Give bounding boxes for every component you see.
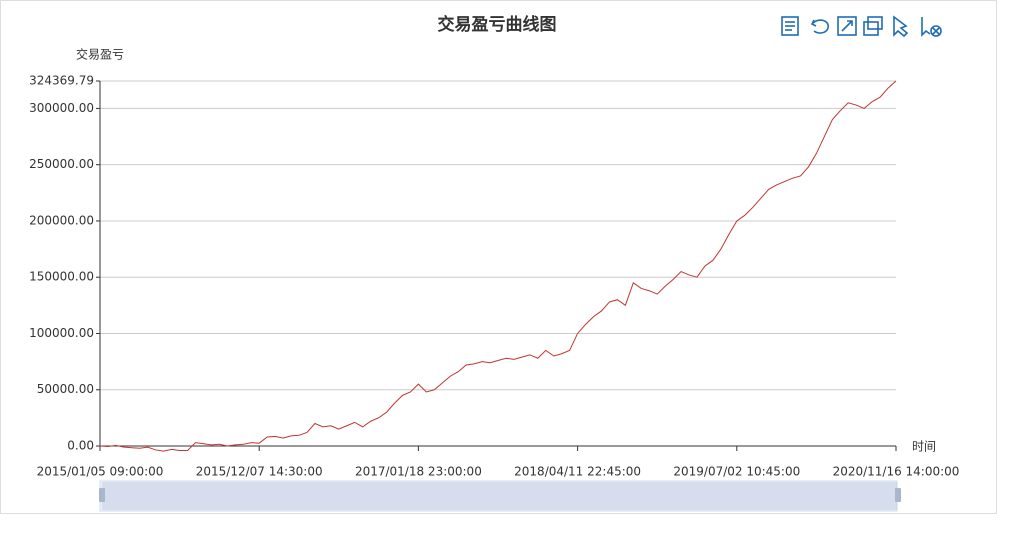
y-tick-label: 200000.00 (29, 213, 94, 227)
data-view-button[interactable] (781, 16, 799, 36)
y-tick-label: 250000.00 (29, 157, 94, 171)
y-tick-label: 300000.00 (29, 101, 94, 115)
zoom-back-button[interactable] (863, 16, 883, 36)
x-axis-label: 时间 (912, 440, 936, 454)
data-zoom-handle[interactable] (99, 488, 105, 502)
y-tick-label: 0.00 (67, 439, 94, 453)
line-series (99, 80, 897, 452)
chart-title: 交易盈亏曲线图 (438, 14, 557, 35)
y-tick-label: 324369.79 (29, 74, 94, 88)
data-zoom-handle[interactable] (895, 488, 901, 502)
select-button[interactable] (893, 15, 909, 38)
x-tick-label: 2015/12/07 14:30:00 (196, 465, 323, 479)
y-tick-label: 100000.00 (29, 326, 94, 340)
frame (0, 0, 997, 514)
data-zoom (99, 480, 901, 512)
x-tick-label: 2015/01/05 09:00:00 (37, 465, 164, 479)
toolbar (781, 15, 942, 38)
x-tick-label: 2018/04/11 22:45:00 (514, 465, 641, 479)
x-tick-label: 2019/07/02 10:45:00 (673, 465, 800, 479)
y-tick-label: 50000.00 (37, 382, 94, 396)
y-axis-label: 交易盈亏 (76, 47, 124, 62)
y-tick-label: 150000.00 (29, 270, 94, 284)
data-zoom-track (99, 480, 898, 512)
zoom-button[interactable] (837, 16, 857, 36)
x-tick-label: 2020/11/16 14:00:00 (833, 465, 960, 479)
clear-select-button[interactable] (921, 17, 942, 37)
data-zoom-window[interactable] (102, 482, 897, 510)
x-tick-label: 2017/01/18 23:00:00 (355, 465, 482, 479)
restore-button[interactable] (810, 19, 829, 34)
